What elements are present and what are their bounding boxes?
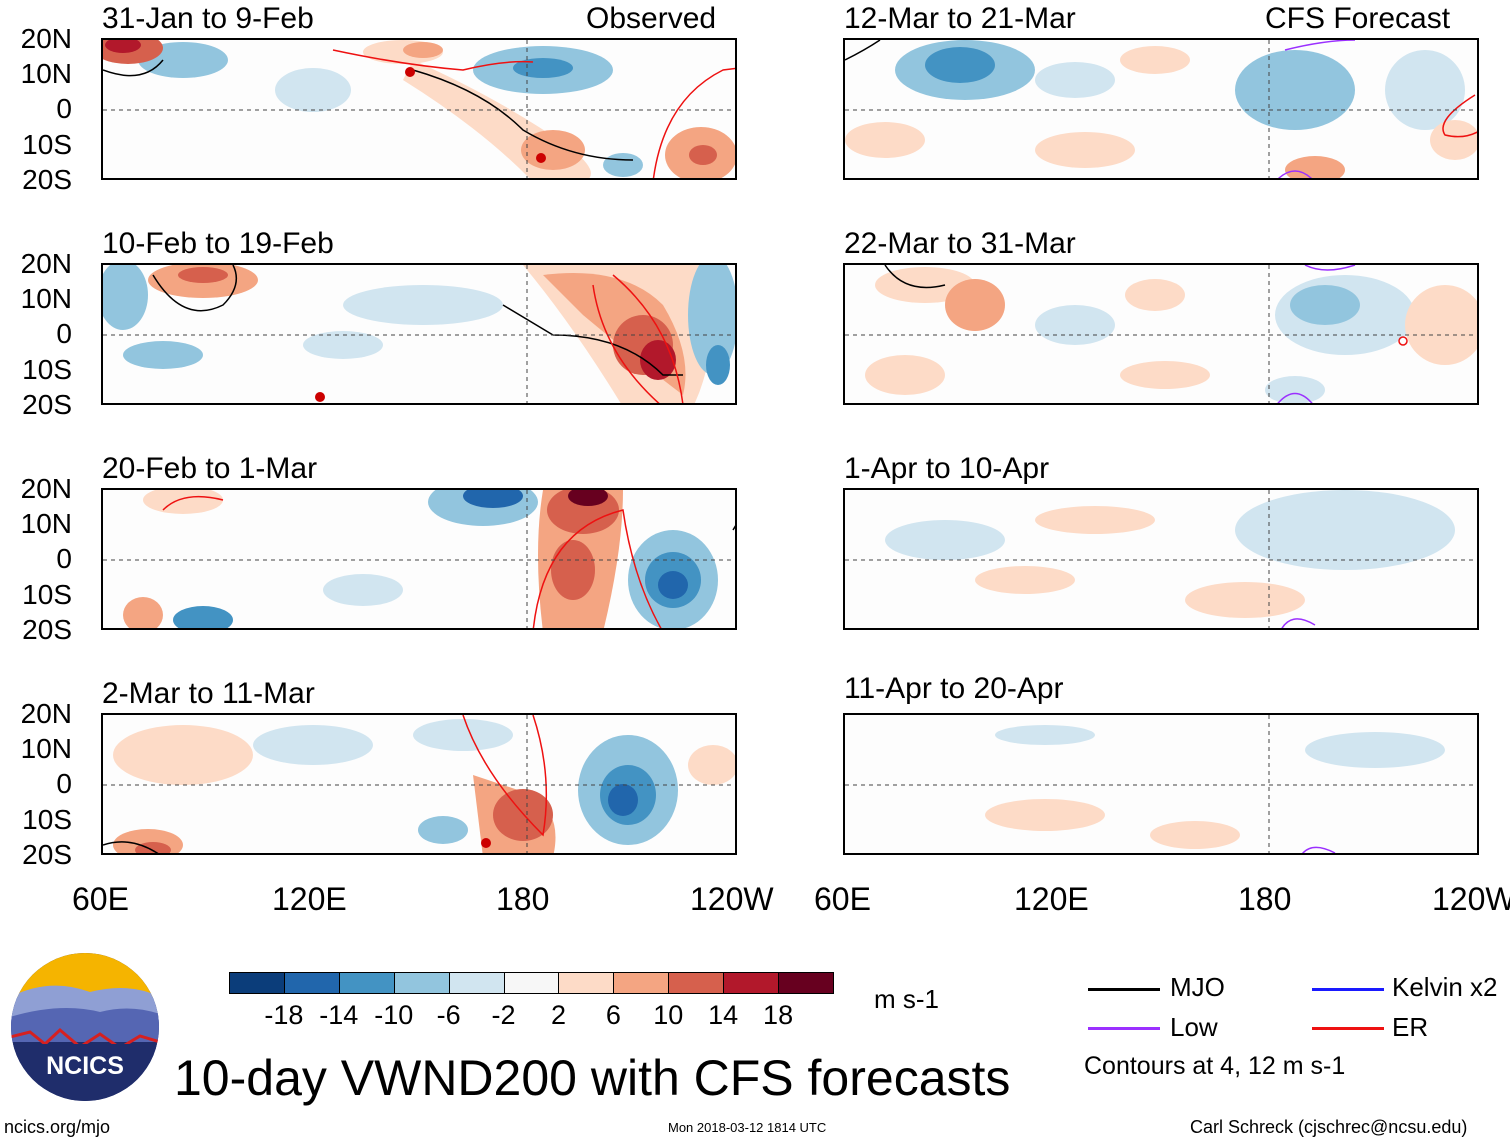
colorbar-units: m s-1 <box>874 984 939 1014</box>
lat-tick: 10N <box>20 508 72 539</box>
colorbar-label: 10 <box>653 1000 684 1030</box>
legend-kelvin-line <box>1312 988 1384 991</box>
legend-er-label: ER <box>1392 1012 1429 1042</box>
figure-title: 10-day VWND200 with CFS forecasts <box>174 1050 1011 1106</box>
storm-marker-icon <box>315 392 325 402</box>
colorbar-label: -10 <box>374 1000 414 1030</box>
lat-tick: 10S <box>22 804 72 835</box>
colorbar-label: 2 <box>550 1000 566 1030</box>
panel-title: 2-Mar to 11-Mar <box>102 677 315 710</box>
panel-title: 20-Feb to 1-Mar <box>102 452 318 485</box>
lat-tick: 10N <box>20 58 72 89</box>
panel-title: 22-Mar to 31-Mar <box>844 227 1076 260</box>
lat-tick: 10S <box>22 579 72 610</box>
colorbar-swatch <box>723 972 780 994</box>
colorbar-swatch <box>338 972 395 994</box>
storm-marker-icon <box>405 67 415 77</box>
lon-tick: 60E <box>72 881 129 917</box>
legend-low-line <box>1088 1027 1160 1030</box>
colorbar-swatch <box>613 972 670 994</box>
colorbar-label: -2 <box>491 1000 516 1030</box>
colorbar-swatch <box>283 972 340 994</box>
lon-tick: 180 <box>1238 881 1292 917</box>
legend-kelvin-label: Kelvin x2 <box>1392 972 1498 1002</box>
panel-source-label: Observed <box>586 2 717 35</box>
lon-tick: 60E <box>814 881 871 917</box>
footer-website: ncics.org/mjo <box>4 1117 111 1137</box>
colorbar-swatch <box>558 972 615 994</box>
lat-tick: 0 <box>56 768 72 799</box>
colorbar-label: -18 <box>264 1000 304 1030</box>
logo-text: NCICS <box>46 1052 124 1080</box>
colorbar-swatch <box>448 972 505 994</box>
lon-tick: 120W <box>690 881 774 917</box>
lat-tick: 10S <box>22 129 72 160</box>
panel-title: 11-Apr to 20-Apr <box>844 672 1064 705</box>
ncics-logo: NCICS <box>10 952 160 1102</box>
lon-tick: 180 <box>496 881 550 917</box>
legend-mjo-label: MJO <box>1170 972 1225 1002</box>
lat-tick: 20N <box>20 248 72 279</box>
colorbar-label: 14 <box>708 1000 739 1030</box>
lat-tick: 20S <box>22 614 72 645</box>
panel-source-label: CFS Forecast <box>1265 2 1451 35</box>
lat-tick: 20N <box>20 698 72 729</box>
colorbar-swatch <box>503 972 560 994</box>
lat-tick: 0 <box>56 93 72 124</box>
lat-tick: 0 <box>56 543 72 574</box>
footer-author: Carl Schreck (cjschrec@ncsu.edu) <box>1190 1117 1468 1137</box>
storm-marker-icon <box>536 153 546 163</box>
colorbar-label: -6 <box>436 1000 461 1030</box>
colorbar-label: 18 <box>763 1000 794 1030</box>
lat-tick: 20S <box>22 164 72 195</box>
lat-tick: 10N <box>20 283 72 314</box>
colorbar-label: 6 <box>605 1000 621 1030</box>
lon-tick: 120E <box>1014 881 1089 917</box>
panel-title: 31-Jan to 9-Feb <box>102 2 314 35</box>
panel-title: 10-Feb to 19-Feb <box>102 227 334 260</box>
legend-low-label: Low <box>1170 1012 1218 1042</box>
lat-tick: 20S <box>22 389 72 420</box>
colorbar-swatch <box>229 972 285 994</box>
panel-title: 1-Apr to 10-Apr <box>844 452 1050 485</box>
lat-tick: 10S <box>22 354 72 385</box>
colorbar-swatch <box>668 972 725 994</box>
lat-tick: 20N <box>20 23 72 54</box>
lon-tick: 120W <box>1432 881 1510 917</box>
colorbar-swatch <box>778 972 834 994</box>
lat-tick: 10N <box>20 733 72 764</box>
legend-er-line <box>1312 1027 1384 1030</box>
colorbar-label: -14 <box>319 1000 359 1030</box>
lat-tick: 20S <box>22 839 72 870</box>
storm-marker-icon <box>481 838 491 848</box>
lat-tick: 20N <box>20 473 72 504</box>
lon-tick: 120E <box>272 881 347 917</box>
lat-tick: 0 <box>56 318 72 349</box>
panel-title: 12-Mar to 21-Mar <box>844 2 1076 35</box>
legend-contour-note: Contours at 4, 12 m s-1 <box>1084 1052 1346 1080</box>
footer-timestamp: Mon 2018-03-12 1814 UTC <box>668 1120 827 1135</box>
colorbar-swatch <box>393 972 450 994</box>
legend-mjo-line <box>1088 988 1160 991</box>
